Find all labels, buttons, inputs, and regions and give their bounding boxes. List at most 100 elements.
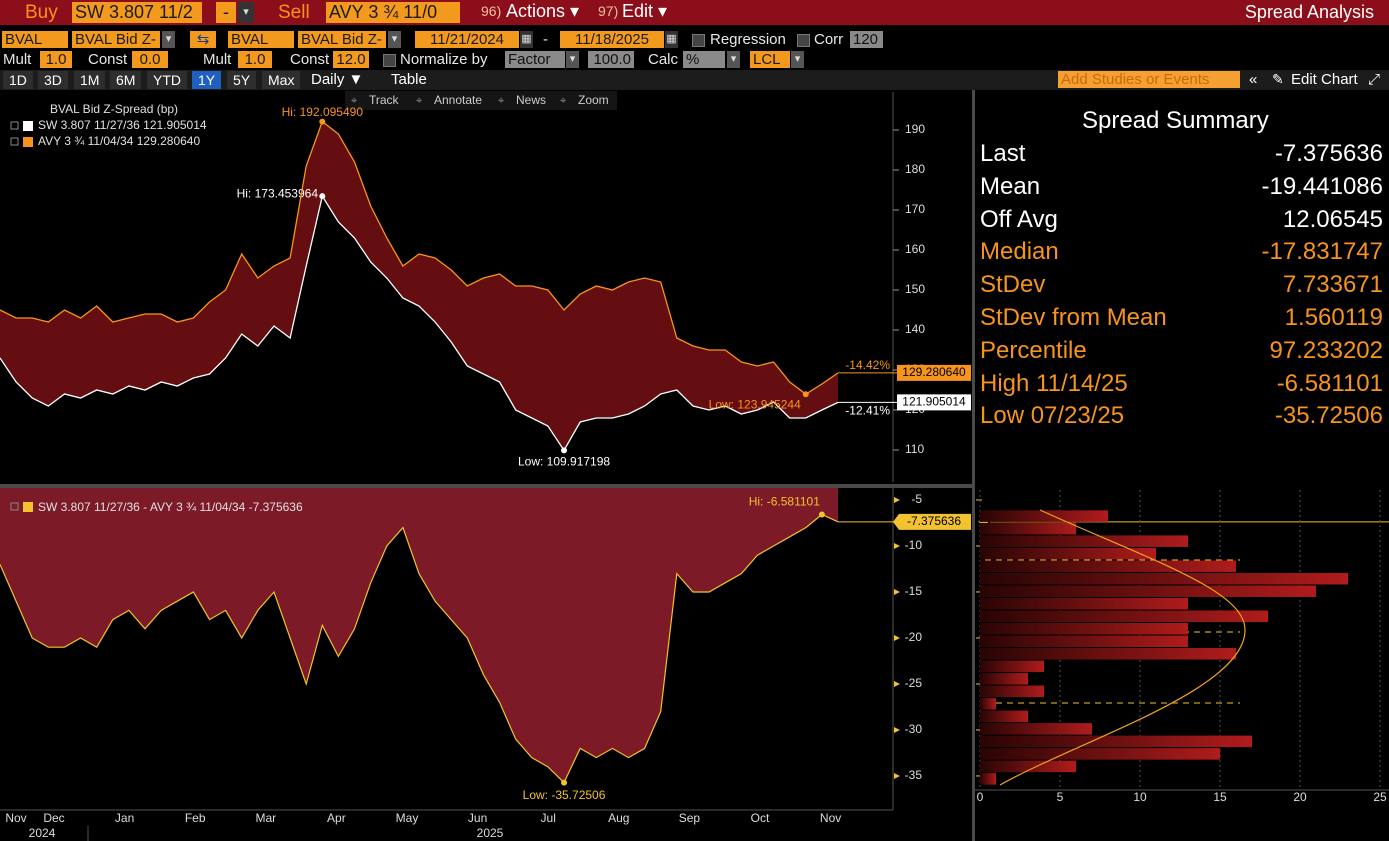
title-bar bbox=[0, 0, 1389, 25]
legend-entry: SW 3.807 11/27/36 - AVY 3 ¾ 11/04/34 -7.… bbox=[38, 500, 303, 514]
source-field[interactable]: BVAL bbox=[2, 31, 68, 48]
range-button[interactable]: 5Y bbox=[227, 71, 257, 89]
dropdown-arrow[interactable]: ▾ bbox=[791, 51, 804, 68]
y-tick-label: -20 bbox=[905, 630, 923, 644]
range-button[interactable]: 6M bbox=[110, 71, 142, 89]
x-tick-label: Jul bbox=[541, 811, 556, 825]
expand-button[interactable]: ⤢ bbox=[1368, 71, 1381, 88]
y-tick-label: -5 bbox=[911, 492, 922, 506]
normal-curve bbox=[999, 509, 1246, 786]
chart-tool: News bbox=[516, 93, 546, 107]
const-field[interactable]: 0.0 bbox=[132, 51, 168, 68]
summary-value: 12.06545 bbox=[1282, 205, 1383, 233]
range-button[interactable]: 1M bbox=[74, 71, 106, 89]
edit-chart-button[interactable]: Edit Chart bbox=[1291, 71, 1358, 88]
field-select[interactable]: BVAL Bid Z- bbox=[298, 31, 386, 48]
edit-menu[interactable]: Edit ▾ bbox=[622, 1, 668, 21]
y-tick-label: 170 bbox=[905, 202, 925, 216]
end-date[interactable]: 11/18/2025 bbox=[560, 31, 664, 48]
studies-input[interactable]: Add Studies or Events bbox=[1058, 71, 1240, 88]
legend-expander bbox=[10, 121, 19, 130]
summary-value: -19.441086 bbox=[1261, 172, 1383, 200]
field-select[interactable]: BVAL Bid Z- bbox=[72, 31, 160, 48]
x-tick-label: 10 bbox=[1133, 790, 1147, 804]
checkbox[interactable] bbox=[797, 34, 810, 47]
collapse-button[interactable]: « bbox=[1249, 71, 1258, 88]
x-tick-label: 20 bbox=[1293, 790, 1307, 804]
hist-bar bbox=[980, 760, 1076, 773]
calendar-icon[interactable]: ▦ bbox=[665, 31, 678, 48]
y-tick-label: 160 bbox=[905, 242, 925, 256]
summary-value: -35.72506 bbox=[1274, 402, 1383, 430]
spread-fill bbox=[0, 121, 838, 451]
dropdown-arrow[interactable]: ▾ bbox=[238, 2, 254, 23]
hi-label: Hi: -6.581101 bbox=[749, 495, 820, 509]
chart-tool-icon: ⌖ bbox=[498, 95, 504, 107]
x-tick-label: Nov bbox=[5, 811, 26, 825]
chart-tool: Zoom bbox=[578, 93, 609, 107]
x-tick-label: 0 bbox=[977, 790, 984, 804]
start-date[interactable]: 11/21/2024 bbox=[415, 31, 519, 48]
factor-field[interactable]: 100.0 bbox=[588, 51, 634, 68]
dropdown-arrow[interactable]: ▾ bbox=[566, 51, 579, 68]
sell-ticker[interactable]: AVY 3 ¾ 11/0 bbox=[326, 2, 460, 23]
range-button[interactable]: Max bbox=[262, 71, 301, 89]
chart-tool-icon: ⌖ bbox=[416, 95, 422, 107]
range-button[interactable]: 1D bbox=[3, 71, 33, 89]
last-value-label: -7.375636 bbox=[907, 514, 961, 528]
date-separator: - bbox=[543, 31, 548, 48]
buy-ticker[interactable]: SW 3.807 11/2 bbox=[72, 2, 202, 23]
source-field[interactable]: BVAL bbox=[228, 31, 294, 48]
range-button[interactable]: YTD bbox=[147, 71, 187, 89]
chart-tool: Annotate bbox=[434, 93, 482, 107]
y-tick bbox=[894, 588, 900, 595]
hi-marker bbox=[319, 193, 326, 200]
mult-field[interactable]: 1.0 bbox=[238, 51, 272, 68]
y-tick-label: -35 bbox=[905, 768, 923, 782]
hist-bar bbox=[980, 773, 996, 785]
y-tick-label: -15 bbox=[905, 584, 923, 598]
const-field[interactable]: 12.0 bbox=[333, 51, 369, 68]
table-button[interactable]: Table bbox=[391, 71, 427, 88]
checkbox[interactable] bbox=[692, 34, 705, 47]
x-tick-label: Dec bbox=[43, 811, 64, 825]
hist-bar bbox=[980, 623, 1188, 635]
y-tick bbox=[894, 634, 900, 641]
summary-label: Low 07/23/25 bbox=[980, 402, 1125, 430]
y-tick bbox=[894, 542, 900, 549]
low-label: Low: -35.72506 bbox=[523, 788, 606, 802]
range-button[interactable]: 3D bbox=[38, 71, 68, 89]
legend-entry: AVY 3 ¾ 11/04/34 129.280640 bbox=[38, 134, 200, 148]
last-value-box bbox=[893, 513, 971, 530]
dropdown-arrow[interactable]: ▾ bbox=[162, 31, 175, 48]
summary-value: 97.233202 bbox=[1269, 336, 1383, 364]
summary-label: Off Avg bbox=[980, 205, 1058, 233]
chart-tool-icon: ⌖ bbox=[351, 95, 357, 107]
checkbox[interactable] bbox=[383, 54, 396, 67]
y-tick-label: -10 bbox=[905, 538, 923, 552]
range-button[interactable]: 1Y bbox=[192, 71, 222, 89]
y-tick bbox=[894, 680, 900, 687]
calendar-icon[interactable]: ▦ bbox=[520, 31, 533, 48]
panel-divider bbox=[972, 90, 975, 841]
periodicity-select[interactable]: Daily ▼ bbox=[311, 71, 364, 88]
series-line bbox=[0, 194, 839, 452]
legend-expander bbox=[10, 502, 19, 511]
summary-value: 1.560119 bbox=[1284, 304, 1383, 331]
swap-button[interactable]: ⇆ bbox=[190, 31, 216, 48]
currency-select[interactable]: LCL bbox=[750, 51, 790, 68]
summary-label: StDev from Mean bbox=[980, 304, 1167, 331]
mult-field[interactable]: 1.0 bbox=[40, 51, 72, 68]
x-tick-label: Aug bbox=[608, 811, 629, 825]
calc-select[interactable]: % bbox=[683, 51, 725, 68]
corr-window[interactable]: 120 bbox=[850, 31, 883, 48]
normalize-select[interactable]: Factor bbox=[505, 51, 565, 68]
spread-line bbox=[0, 513, 839, 784]
buy-side[interactable]: - bbox=[216, 2, 236, 23]
hi-label: Hi: 192.095490 bbox=[282, 105, 364, 119]
summary-value: -6.581101 bbox=[1276, 369, 1383, 397]
actions-menu[interactable]: Actions ▾ bbox=[506, 1, 580, 21]
dropdown-arrow[interactable]: ▾ bbox=[727, 51, 740, 68]
dropdown-arrow[interactable]: ▾ bbox=[388, 31, 401, 48]
